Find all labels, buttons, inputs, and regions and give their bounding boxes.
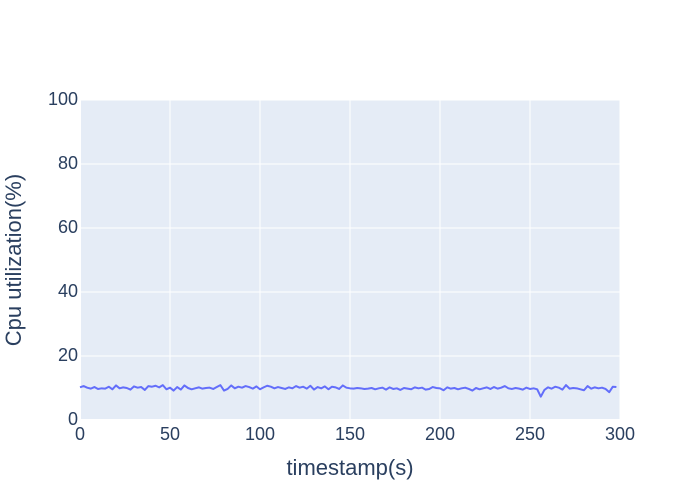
x-tick-label: 50 [160, 424, 180, 444]
x-tick-label: 0 [75, 424, 85, 444]
x-tick-label: 250 [515, 424, 545, 444]
x-tick-label: 150 [335, 424, 365, 444]
y-axis-title: Cpu utilization(%) [1, 174, 26, 346]
x-tick-label: 100 [245, 424, 275, 444]
y-tick-label: 20 [58, 345, 78, 365]
y-tick-label: 60 [58, 217, 78, 237]
y-tick-label: 100 [48, 89, 78, 109]
line [79, 384, 617, 398]
y-tick-label: 0 [68, 409, 78, 429]
x-tick-label: 200 [425, 424, 455, 444]
y-tick-label: 80 [58, 153, 78, 173]
x-axis-title: timestamp(s) [286, 455, 413, 480]
y-tick-label: 40 [58, 281, 78, 301]
x-tick-label: 300 [605, 424, 635, 444]
